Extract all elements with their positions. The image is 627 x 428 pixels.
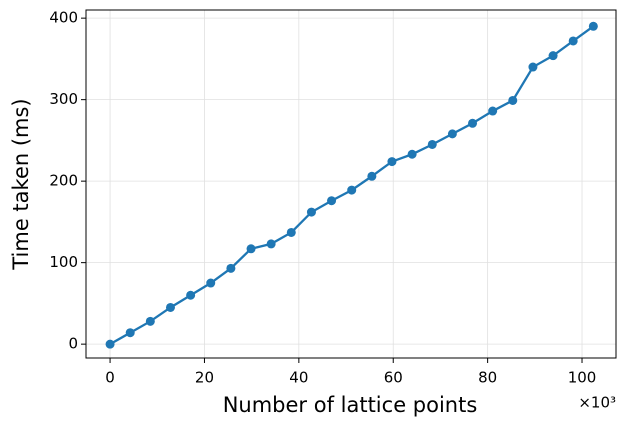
data-point <box>508 95 518 105</box>
y-axis-label: Time taken (ms) <box>9 98 33 270</box>
y-tick-label: 100 <box>49 253 78 271</box>
y-tick-label: 0 <box>68 335 78 353</box>
data-line <box>109 25 595 346</box>
x-tick-label: 0 <box>105 369 115 387</box>
data-point <box>347 185 357 195</box>
data-point <box>206 278 216 288</box>
data-point <box>407 149 417 159</box>
data-point <box>186 290 196 300</box>
data-point <box>105 339 115 349</box>
data-point <box>165 302 175 312</box>
x-tick-label: 20 <box>195 369 214 387</box>
data-point <box>145 316 155 326</box>
x-tick-label: 100 <box>568 369 597 387</box>
data-point <box>226 263 236 273</box>
data-point <box>548 51 558 61</box>
x-axis-label: Number of lattice points <box>223 393 478 417</box>
data-point <box>266 239 276 249</box>
x-tick-label: 40 <box>289 369 308 387</box>
x-tick-label: 60 <box>384 369 403 387</box>
data-point <box>125 328 135 338</box>
data-point <box>528 62 538 72</box>
data-point <box>306 207 316 217</box>
x-offset-label: ×10³ <box>578 394 616 412</box>
data-point <box>427 139 437 149</box>
data-point <box>488 106 498 116</box>
y-tick-label: 200 <box>49 172 78 190</box>
data-point <box>447 129 457 139</box>
data-point <box>367 171 377 181</box>
data-point <box>568 36 578 46</box>
data-point <box>327 196 337 206</box>
data-point <box>588 21 598 31</box>
data-point <box>387 157 397 167</box>
y-tick-label: 400 <box>49 9 78 27</box>
x-tick-label: 80 <box>478 369 497 387</box>
data-point <box>468 118 478 128</box>
data-point <box>286 227 296 237</box>
y-tick-label: 300 <box>49 90 78 108</box>
plot-frame <box>85 9 617 359</box>
data-point <box>246 244 256 254</box>
